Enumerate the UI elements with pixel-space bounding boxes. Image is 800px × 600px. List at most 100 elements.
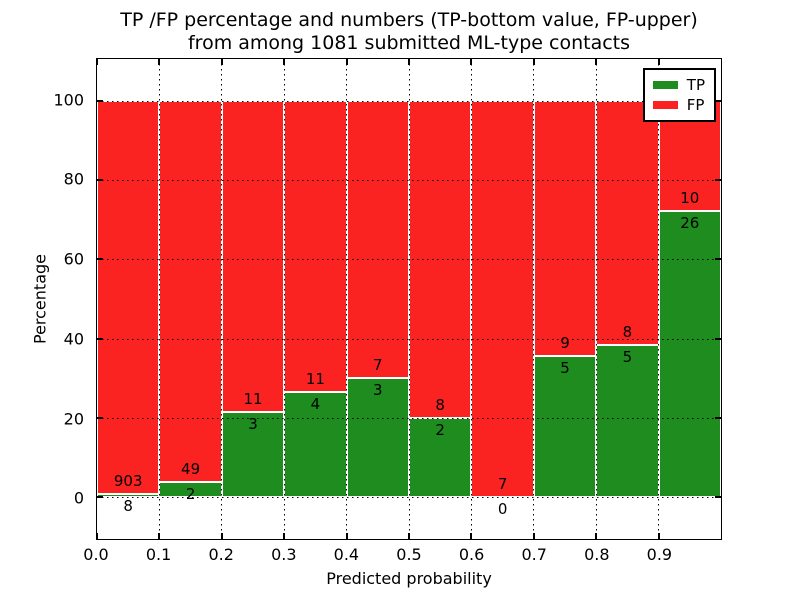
- x-tick-label: 0.9: [646, 545, 673, 564]
- fp-count-label: 49: [181, 459, 201, 478]
- legend: TP FP: [642, 68, 716, 122]
- bar-fp-segment: [596, 100, 659, 345]
- y-tick-label: 0: [73, 488, 84, 508]
- gridline-vertical: [533, 59, 535, 539]
- bar-fp-segment: [97, 100, 160, 494]
- x-tick-mark: [283, 533, 286, 539]
- tp-count-label: 4: [310, 394, 321, 413]
- x-tick-mark: [220, 533, 223, 539]
- bar-tp-segment: [346, 378, 409, 498]
- gridline-vertical: [470, 59, 472, 539]
- y-tick-mark: [715, 417, 721, 419]
- x-tick-mark: [345, 59, 348, 65]
- tp-count-label: 5: [622, 347, 633, 366]
- bar-fp-segment: [221, 100, 285, 413]
- legend-entry: TP: [652, 75, 705, 95]
- chart-title-line1: TP /FP percentage and numbers (TP-bottom…: [120, 9, 698, 31]
- bar-tp-segment: [97, 493, 160, 498]
- tp-count-label: 3: [248, 415, 258, 434]
- legend-color-swatch-tp: [652, 81, 678, 89]
- legend-entry-label: TP: [686, 76, 705, 94]
- tp-count-label: 8: [123, 496, 133, 515]
- x-tick-mark: [657, 533, 660, 539]
- bar-fp-segment: [533, 100, 597, 356]
- y-tick-mark: [97, 99, 103, 102]
- fp-count-label: 7: [497, 475, 508, 494]
- y-tick-label: 20: [63, 409, 84, 428]
- legend-color-swatch-fp: [652, 101, 678, 109]
- x-tick-mark: [470, 533, 473, 539]
- bar-tp-segment: [284, 391, 347, 498]
- bar-tp-segment: [658, 210, 721, 498]
- gridline-vertical: [158, 59, 160, 539]
- x-tick-label: 0.7: [521, 545, 547, 564]
- gridline-vertical: [658, 59, 660, 539]
- legend-entry: FP: [652, 95, 705, 115]
- x-tick-mark: [158, 533, 161, 539]
- y-tick-mark: [97, 178, 103, 181]
- gridline-vertical: [346, 59, 348, 539]
- bar-tp-segment: [409, 418, 472, 498]
- y-tick-mark: [97, 258, 103, 261]
- fp-count-label: 10: [680, 188, 700, 207]
- bar-fp-segment: [471, 100, 534, 498]
- y-tick-mark: [97, 337, 103, 340]
- x-tick-mark: [532, 59, 535, 65]
- x-tick-label: 0.0: [83, 545, 109, 564]
- x-axis-label: Predicted probability: [326, 569, 492, 588]
- gridline-vertical: [408, 59, 410, 539]
- plot-area: TP FP 903 8 49 2 11 3 11 4 7 3 8 2 7 0 9 5 8 5 10 26: [96, 58, 722, 540]
- tp-count-label: 3: [373, 381, 383, 400]
- y-tick-label: 60: [63, 249, 84, 269]
- bar-fp-segment: [159, 100, 222, 482]
- y-tick-mark: [715, 99, 721, 102]
- y-tick-mark: [715, 337, 721, 340]
- fp-count-label: 8: [435, 396, 445, 415]
- y-tick-label: 100: [53, 90, 84, 110]
- x-tick-label: 0.8: [584, 545, 610, 564]
- tp-count-label: 2: [435, 421, 445, 439]
- bar-tp-segment: [159, 481, 222, 498]
- bar-fp-segment: [284, 100, 347, 392]
- bar-tp-segment: [221, 412, 285, 498]
- gridline-vertical: [595, 59, 597, 539]
- fp-count-label: 903: [113, 471, 143, 490]
- fp-count-label: 7: [373, 356, 383, 375]
- x-tick-mark: [595, 59, 598, 65]
- gridline-vertical: [283, 59, 285, 539]
- x-tick-label: 0.1: [145, 545, 172, 564]
- y-tick-mark: [715, 178, 721, 181]
- x-tick-mark: [96, 533, 98, 539]
- legend-entry-label: FP: [686, 96, 705, 114]
- x-tick-mark: [532, 533, 535, 539]
- bar-fp-segment: [346, 100, 409, 379]
- x-tick-mark: [283, 59, 286, 65]
- x-tick-mark: [408, 533, 410, 539]
- fp-count-label: 11: [305, 369, 325, 388]
- bar-tp-segment: [533, 355, 597, 498]
- gridline-vertical: [221, 59, 223, 539]
- x-tick-mark: [408, 59, 410, 65]
- x-tick-mark: [595, 533, 598, 539]
- chart-title-line2: from among 1081 submitted ML-type contac…: [187, 32, 631, 54]
- x-tick-label: 0.4: [333, 545, 360, 564]
- tp-count-label: 2: [185, 484, 196, 503]
- x-tick-mark: [158, 59, 161, 65]
- y-tick-labels: 0 20 40 60 80 100: [0, 58, 90, 540]
- y-tick-label: 40: [63, 329, 84, 349]
- tp-count-label: 0: [497, 500, 508, 519]
- x-tick-label: 0.6: [458, 545, 485, 564]
- x-tick-label: 0.5: [396, 545, 422, 564]
- x-tick-label: 0.2: [208, 545, 234, 564]
- tp-count-label: 5: [560, 358, 570, 377]
- y-tick-mark: [97, 496, 103, 499]
- y-tick-label: 80: [63, 169, 84, 189]
- bar-tp-segment: [596, 344, 659, 498]
- fp-count-label: 9: [560, 333, 570, 352]
- x-tick-mark: [345, 533, 348, 539]
- y-tick-mark: [715, 496, 721, 499]
- fp-count-label: 11: [243, 390, 263, 409]
- chart-title: TP /FP percentage and numbers (TP-bottom…: [96, 9, 722, 55]
- x-tick-mark: [96, 59, 98, 65]
